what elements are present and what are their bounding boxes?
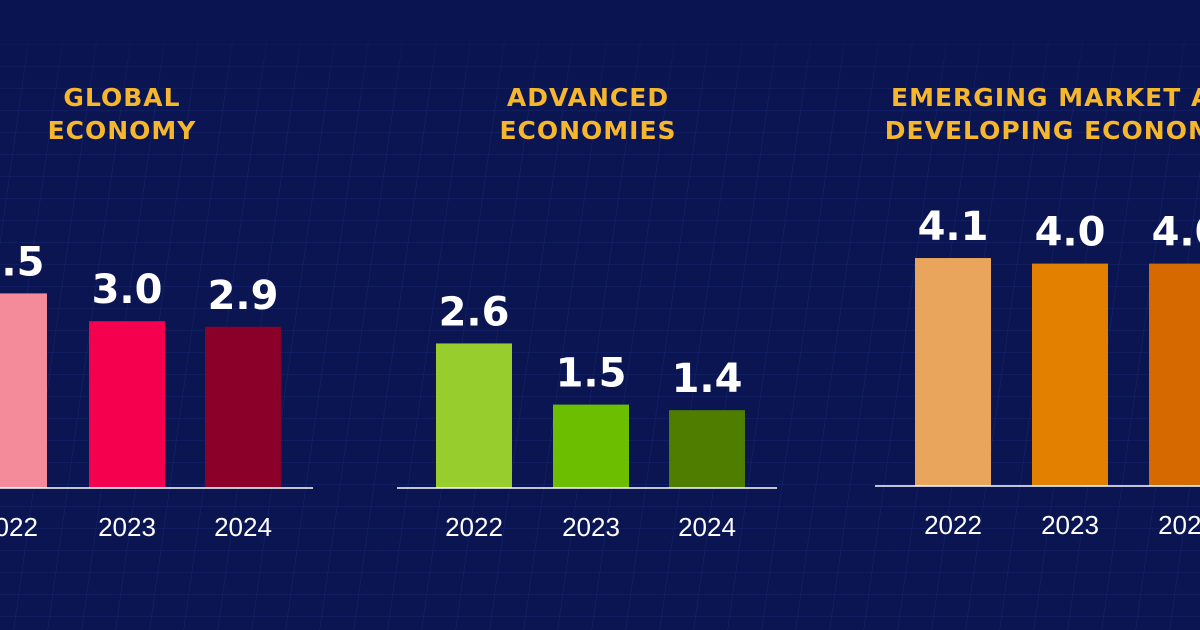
x-tick-label: 2024 <box>678 512 736 542</box>
x-tick-label: 2022 <box>0 512 38 542</box>
value-label: 2.6 <box>439 289 510 335</box>
panel-title: ECONOMIES <box>499 116 676 145</box>
panel-title: DEVELOPING ECONOMIES <box>885 116 1200 145</box>
x-tick-label: 2024 <box>1158 510 1200 540</box>
panel-title: EMERGING MARKET AND <box>891 83 1200 112</box>
value-label: 2.9 <box>208 273 279 319</box>
bar <box>1149 263 1200 486</box>
bar <box>1032 263 1108 486</box>
bar <box>669 410 745 488</box>
bar <box>915 258 991 486</box>
x-tick-label: 2024 <box>214 512 272 542</box>
panel-title: ADVANCED <box>507 83 669 112</box>
x-tick-label: 2022 <box>924 510 982 540</box>
bar <box>89 321 165 488</box>
bar <box>436 343 512 488</box>
bar <box>0 293 47 488</box>
value-label: 1.5 <box>556 351 627 397</box>
value-label: 3.5 <box>0 239 44 285</box>
x-tick-label: 2022 <box>445 512 503 542</box>
panel-title: ECONOMY <box>48 116 197 145</box>
bar <box>205 326 281 488</box>
panel-title: GLOBAL <box>63 83 180 112</box>
value-label: 4.0 <box>1152 210 1200 256</box>
value-label: 4.1 <box>918 204 989 250</box>
value-label: 1.4 <box>672 356 743 402</box>
bar <box>553 404 629 488</box>
x-tick-label: 2023 <box>1041 510 1099 540</box>
value-label: 3.0 <box>92 267 163 313</box>
x-tick-label: 2023 <box>562 512 620 542</box>
value-label: 4.0 <box>1035 210 1106 256</box>
x-tick-label: 2023 <box>98 512 156 542</box>
